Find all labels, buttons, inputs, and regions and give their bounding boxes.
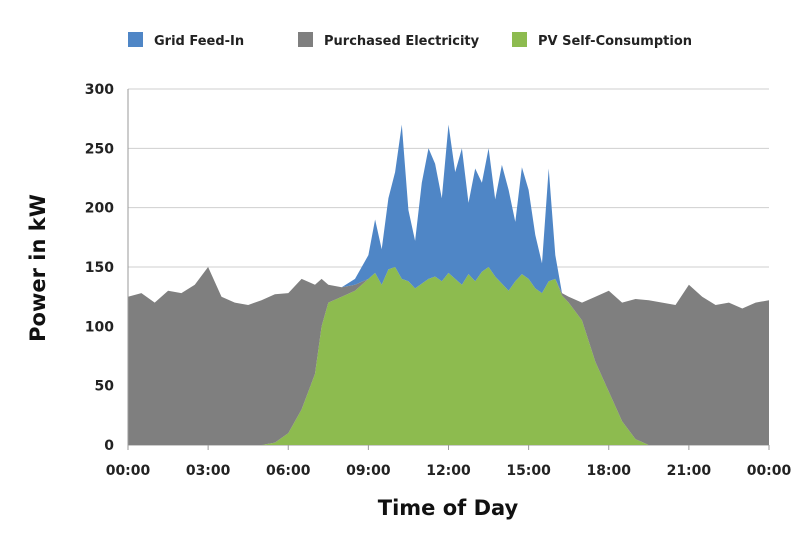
x-tick-label: 21:00 <box>667 463 712 479</box>
x-tick-label: 06:00 <box>266 463 311 479</box>
legend-label-pv-self-consumption: PV Self-Consumption <box>538 34 692 49</box>
series-area-grid-feed-in <box>128 124 769 309</box>
y-tick-label: 0 <box>104 438 114 454</box>
legend-swatch-grid-feed-in <box>128 32 143 47</box>
legend-label-grid-feed-in: Grid Feed-In <box>154 34 244 49</box>
x-tick-label: 00:00 <box>106 463 151 479</box>
series-area-purchased-electricity <box>128 267 769 445</box>
legend-label-purchased-electricity: Purchased Electricity <box>324 34 480 49</box>
x-tick-label: 18:00 <box>586 463 631 479</box>
y-tick-label: 250 <box>85 141 114 157</box>
legend-swatch-pv-self-consumption <box>512 32 527 47</box>
series-areas <box>128 124 769 445</box>
x-tick-label: 00:00 <box>747 463 792 479</box>
x-tick-label: 15:00 <box>506 463 551 479</box>
legend-swatch-purchased-electricity <box>298 32 313 47</box>
legend: Grid Feed-In Purchased Electricity PV Self… <box>128 32 692 49</box>
y-tick-label: 150 <box>85 260 114 276</box>
x-tick-label: 03:00 <box>186 463 231 479</box>
x-tick-label: 12:00 <box>426 463 471 479</box>
y-tick-label: 100 <box>85 319 114 335</box>
series-area-pv-self-consumption <box>128 267 769 445</box>
axes: 0 50 100 150 200 250 300 00:00 03:00 06:00 09:00 12… <box>85 82 792 479</box>
y-tick-label: 50 <box>95 379 115 395</box>
x-tick-label: 09:00 <box>346 463 391 479</box>
y-axis-title: Power in kW <box>26 194 50 342</box>
x-axis-title: Time of Day <box>378 496 519 520</box>
y-tick-label: 200 <box>85 201 114 217</box>
y-tick-label: 300 <box>85 82 114 98</box>
